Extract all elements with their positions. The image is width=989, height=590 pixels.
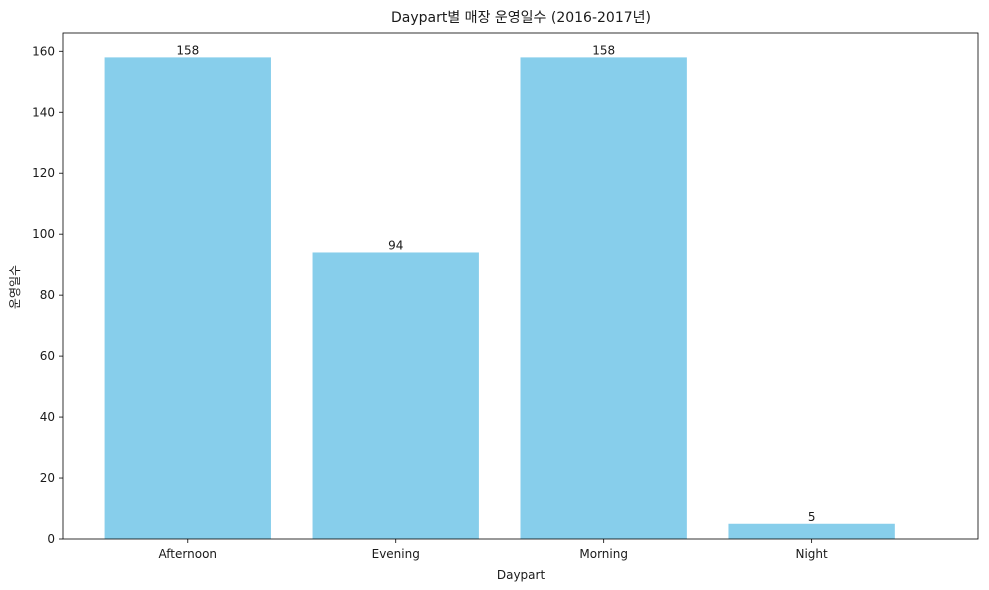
bar-morning [520, 57, 687, 539]
data-label-evening: 94 [388, 238, 403, 252]
y-tick-label-40: 40 [40, 410, 55, 424]
y-tick-label-60: 60 [40, 349, 55, 363]
data-label-afternoon: 158 [176, 43, 199, 57]
data-label-night: 5 [808, 510, 816, 524]
x-tick-label-evening: Evening [372, 547, 420, 561]
bar-evening [312, 252, 479, 539]
x-tick-label-morning: Morning [579, 547, 628, 561]
x-axis-label: Daypart [497, 568, 546, 582]
chart-title: Daypart별 매장 운영일수 (2016-2017년) [391, 10, 651, 26]
bar-night [728, 523, 895, 539]
y-tick-label-140: 140 [32, 105, 55, 119]
data-label-morning: 158 [592, 43, 615, 57]
y-tick-label-120: 120 [32, 166, 55, 180]
y-tick-label-160: 160 [32, 44, 55, 58]
y-axis-label: 운영일수 [8, 265, 22, 309]
y-tick-label-0: 0 [47, 532, 55, 546]
plot-frame [62, 32, 979, 540]
y-tick-label-80: 80 [40, 288, 55, 302]
y-tick-label-100: 100 [32, 227, 55, 241]
x-tick-label-afternoon: Afternoon [159, 547, 218, 561]
plot-area: 158 Afternoon 94 Evening 158 Morning 5 Night 0 20… [32, 32, 979, 561]
x-tick-label-night: Night [796, 547, 829, 561]
y-tick-label-20: 20 [40, 471, 55, 485]
bar-afternoon [104, 57, 271, 539]
